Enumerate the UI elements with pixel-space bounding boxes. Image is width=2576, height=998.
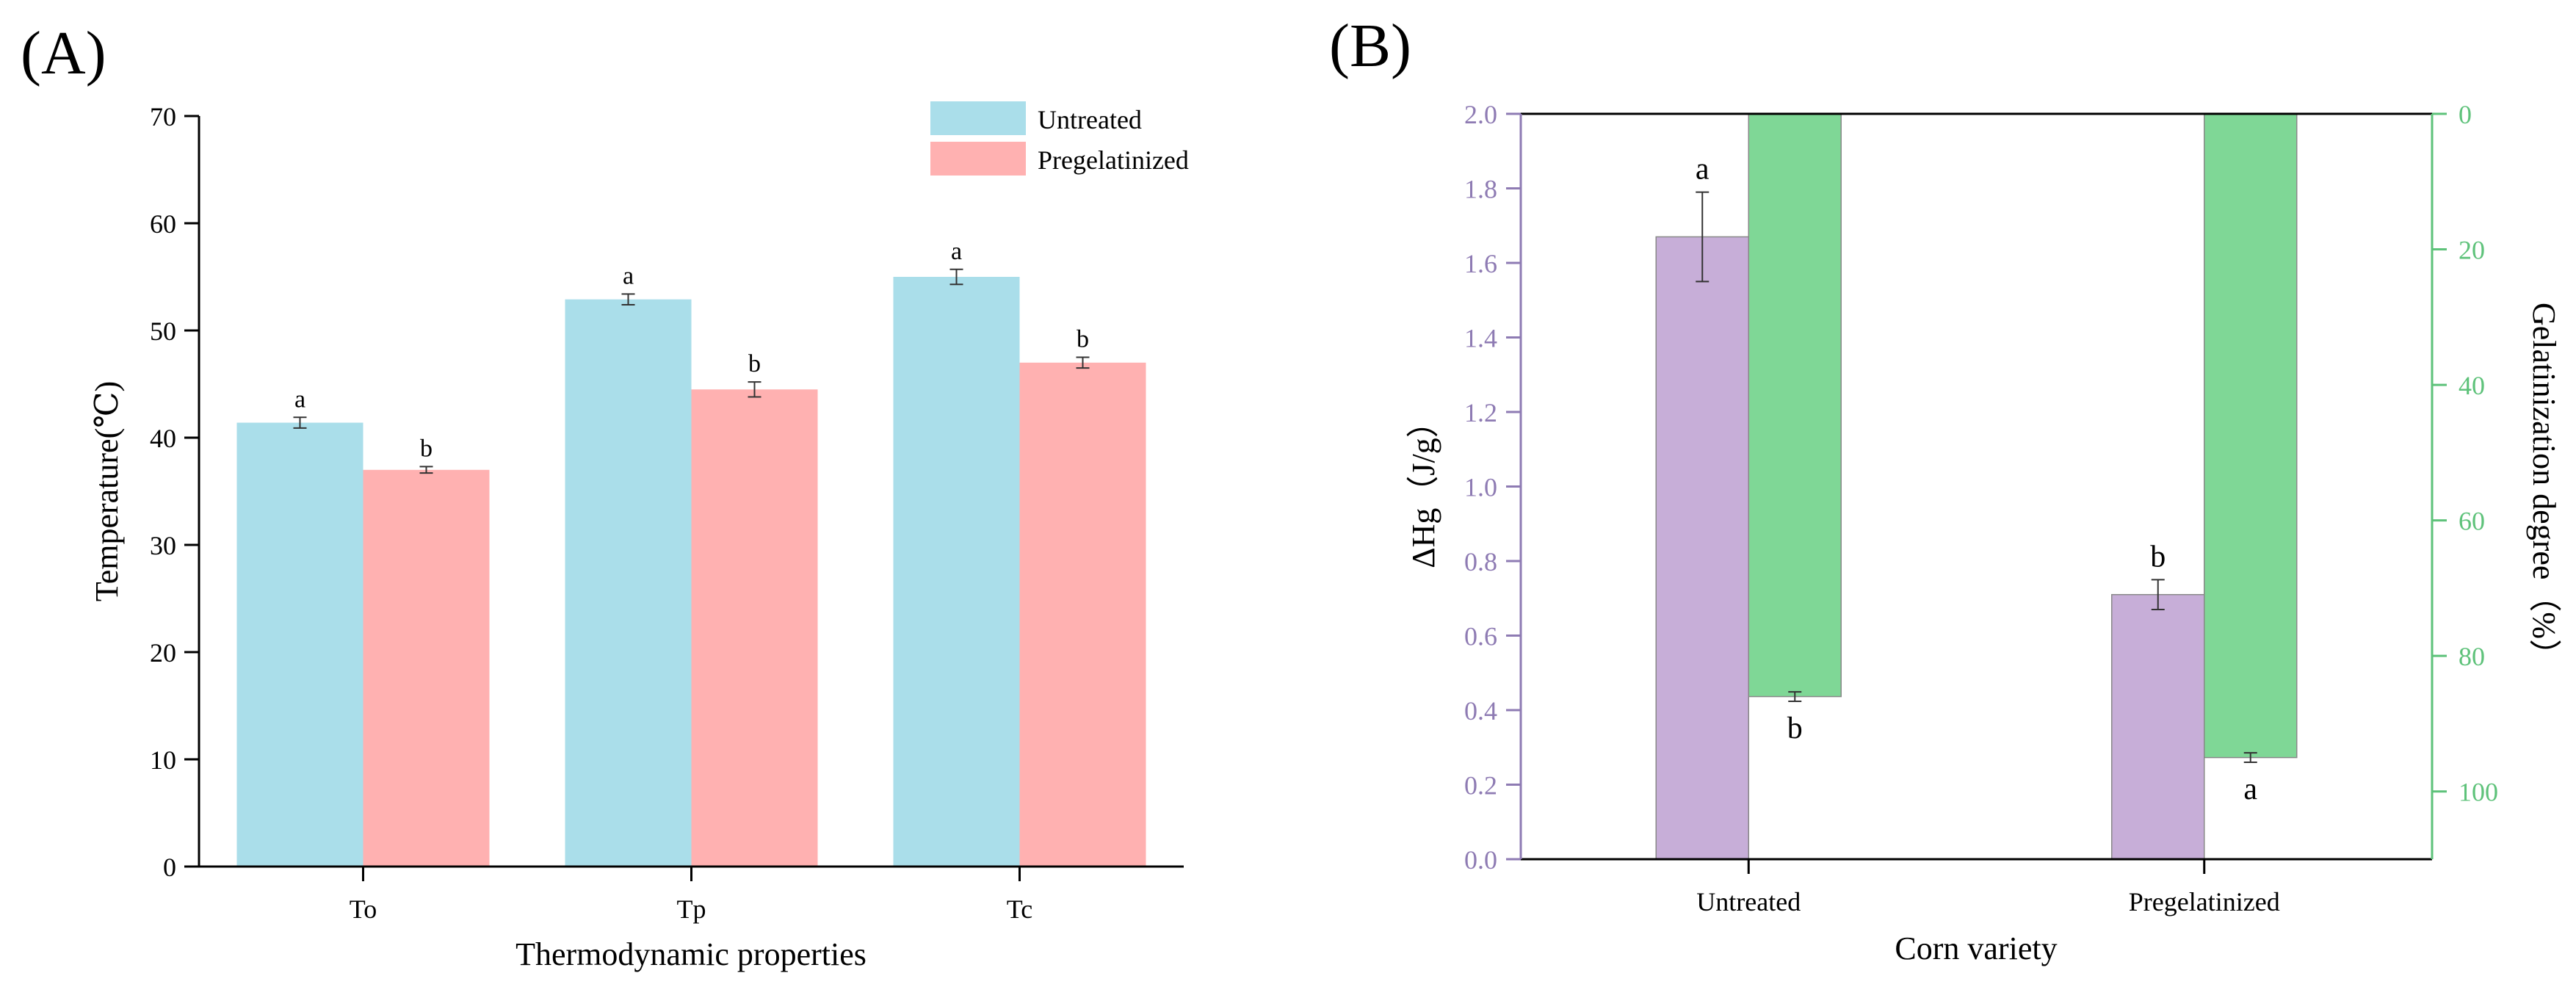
- panel-a-error-bars: [293, 268, 1090, 474]
- panel-b-x-ticks: Untreated Pregelatinized: [1696, 859, 2280, 916]
- letter-gelatinization-pregelatinized: a: [2243, 773, 2257, 806]
- panel-a-x-ticks: To Tp Tc: [350, 867, 1032, 924]
- panel-a-legend: Untreated Pregelatinized: [930, 101, 1189, 176]
- x-tick-label-pregelatinized: Pregelatinized: [2129, 887, 2280, 916]
- legend-swatch-untreated: [930, 101, 1026, 135]
- right-y-tick-label-0: 0: [2459, 100, 2472, 129]
- left-y-tick-label-1-8: 1.8: [1464, 175, 1497, 204]
- letter-pregelatinized-to: b: [420, 435, 433, 462]
- panel-a-x-axis-title: Thermodynamic properties: [515, 936, 866, 972]
- panel-b-label: (B): [1329, 12, 1411, 80]
- letter-gelatinization-untreated: b: [1787, 712, 1803, 745]
- panel-b-left-y-ticks: 0.0 0.2 0.4 0.6 0.8 1.0 1.2 1.4 1.6 1.8 2.0: [1464, 100, 1521, 875]
- panel-a: (A) a b a b a b 0 10 20 30 40 50 60 70 To Tp Tc Thermo…: [21, 19, 1189, 972]
- y-tick-label-10: 10: [150, 745, 176, 775]
- bar-untreated-tp: [565, 299, 692, 867]
- x-tick-label-tp: Tp: [677, 894, 706, 924]
- legend-swatch-pregelatinized: [930, 142, 1026, 176]
- y-tick-label-60: 60: [150, 209, 176, 239]
- letter-pregelatinized-tp: b: [748, 350, 761, 377]
- left-y-tick-label-0-8: 0.8: [1464, 547, 1497, 576]
- bar-gelatinization-untreated: [1748, 113, 1842, 698]
- y-tick-label-50: 50: [150, 317, 176, 346]
- x-tick-label-untreated: Untreated: [1696, 887, 1801, 916]
- y-tick-label-40: 40: [150, 424, 176, 453]
- right-y-tick-label-20: 20: [2459, 236, 2485, 265]
- panel-a-y-ticks: 0 10 20 30 40 50 60 70: [150, 102, 199, 882]
- panel-a-bars: [236, 277, 1146, 867]
- panel-b-left-y-axis-title: ΔHg（J/g）: [1405, 405, 1441, 568]
- left-y-tick-label-0-4: 0.4: [1464, 696, 1497, 726]
- bar-untreated-to: [236, 422, 363, 867]
- y-tick-label-0: 0: [163, 853, 176, 882]
- x-tick-label-tc: Tc: [1007, 894, 1032, 924]
- bar-untreated-tc: [893, 277, 1020, 867]
- panel-b-error-bars: [1696, 191, 2257, 764]
- panel-b-right-y-ticks: 0 20 40 60 80 100: [2432, 100, 2498, 807]
- bar-pregelatinized-tp: [691, 389, 818, 867]
- panel-b: (B) a b b a 0.0 0.2 0.4 0.6 0.8 1.0 1.2 1.4 1.6 1.8 2…: [1329, 12, 2562, 966]
- bar-dhg-untreated: [1655, 236, 1749, 860]
- letter-untreated-tp: a: [623, 262, 634, 289]
- left-y-tick-label-0-0: 0.0: [1464, 845, 1497, 875]
- right-y-tick-label-60: 60: [2459, 507, 2485, 536]
- left-y-tick-label-1-2: 1.2: [1464, 398, 1497, 427]
- left-y-tick-label-1-0: 1.0: [1464, 473, 1497, 502]
- bar-gelatinization-pregelatinized: [2204, 113, 2298, 759]
- panel-a-significance-letters: a b a b a b: [294, 238, 1089, 463]
- left-y-tick-label-1-4: 1.4: [1464, 324, 1497, 353]
- letter-dhg-untreated: a: [1696, 153, 1710, 187]
- letter-pregelatinized-tc: b: [1077, 326, 1089, 353]
- bar-pregelatinized-tc: [1019, 362, 1146, 867]
- letter-untreated-tc: a: [951, 238, 962, 265]
- panel-b-significance-letters: a b b a: [1696, 153, 2258, 806]
- right-y-tick-label-80: 80: [2459, 642, 2485, 671]
- y-tick-label-70: 70: [150, 102, 176, 131]
- legend-label-untreated: Untreated: [1038, 105, 1142, 134]
- bar-pregelatinized-to: [363, 469, 490, 867]
- panel-a-label: (A): [21, 19, 106, 87]
- panel-a-y-axis-title: Temperature(℃): [89, 381, 125, 601]
- left-y-tick-label-2-0: 2.0: [1464, 100, 1497, 129]
- left-y-tick-label-0-2: 0.2: [1464, 771, 1497, 800]
- legend-label-pregelatinized: Pregelatinized: [1038, 145, 1189, 175]
- right-y-tick-label-40: 40: [2459, 371, 2485, 400]
- panel-b-right-y-axis-title: Gelatinization degree（%）: [2526, 303, 2562, 671]
- x-tick-label-to: To: [350, 894, 377, 924]
- left-y-tick-label-0-6: 0.6: [1464, 622, 1497, 651]
- bar-dhg-pregelatinized: [2111, 593, 2205, 860]
- y-tick-label-20: 20: [150, 638, 176, 668]
- letter-dhg-pregelatinized: b: [2150, 540, 2166, 574]
- letter-untreated-to: a: [294, 386, 305, 413]
- left-y-tick-label-1-6: 1.6: [1464, 249, 1497, 278]
- y-tick-label-30: 30: [150, 531, 176, 560]
- panel-b-bars: [1655, 113, 2298, 860]
- panel-b-x-axis-title: Corn variety: [1895, 930, 2057, 966]
- right-y-tick-label-100: 100: [2459, 778, 2498, 807]
